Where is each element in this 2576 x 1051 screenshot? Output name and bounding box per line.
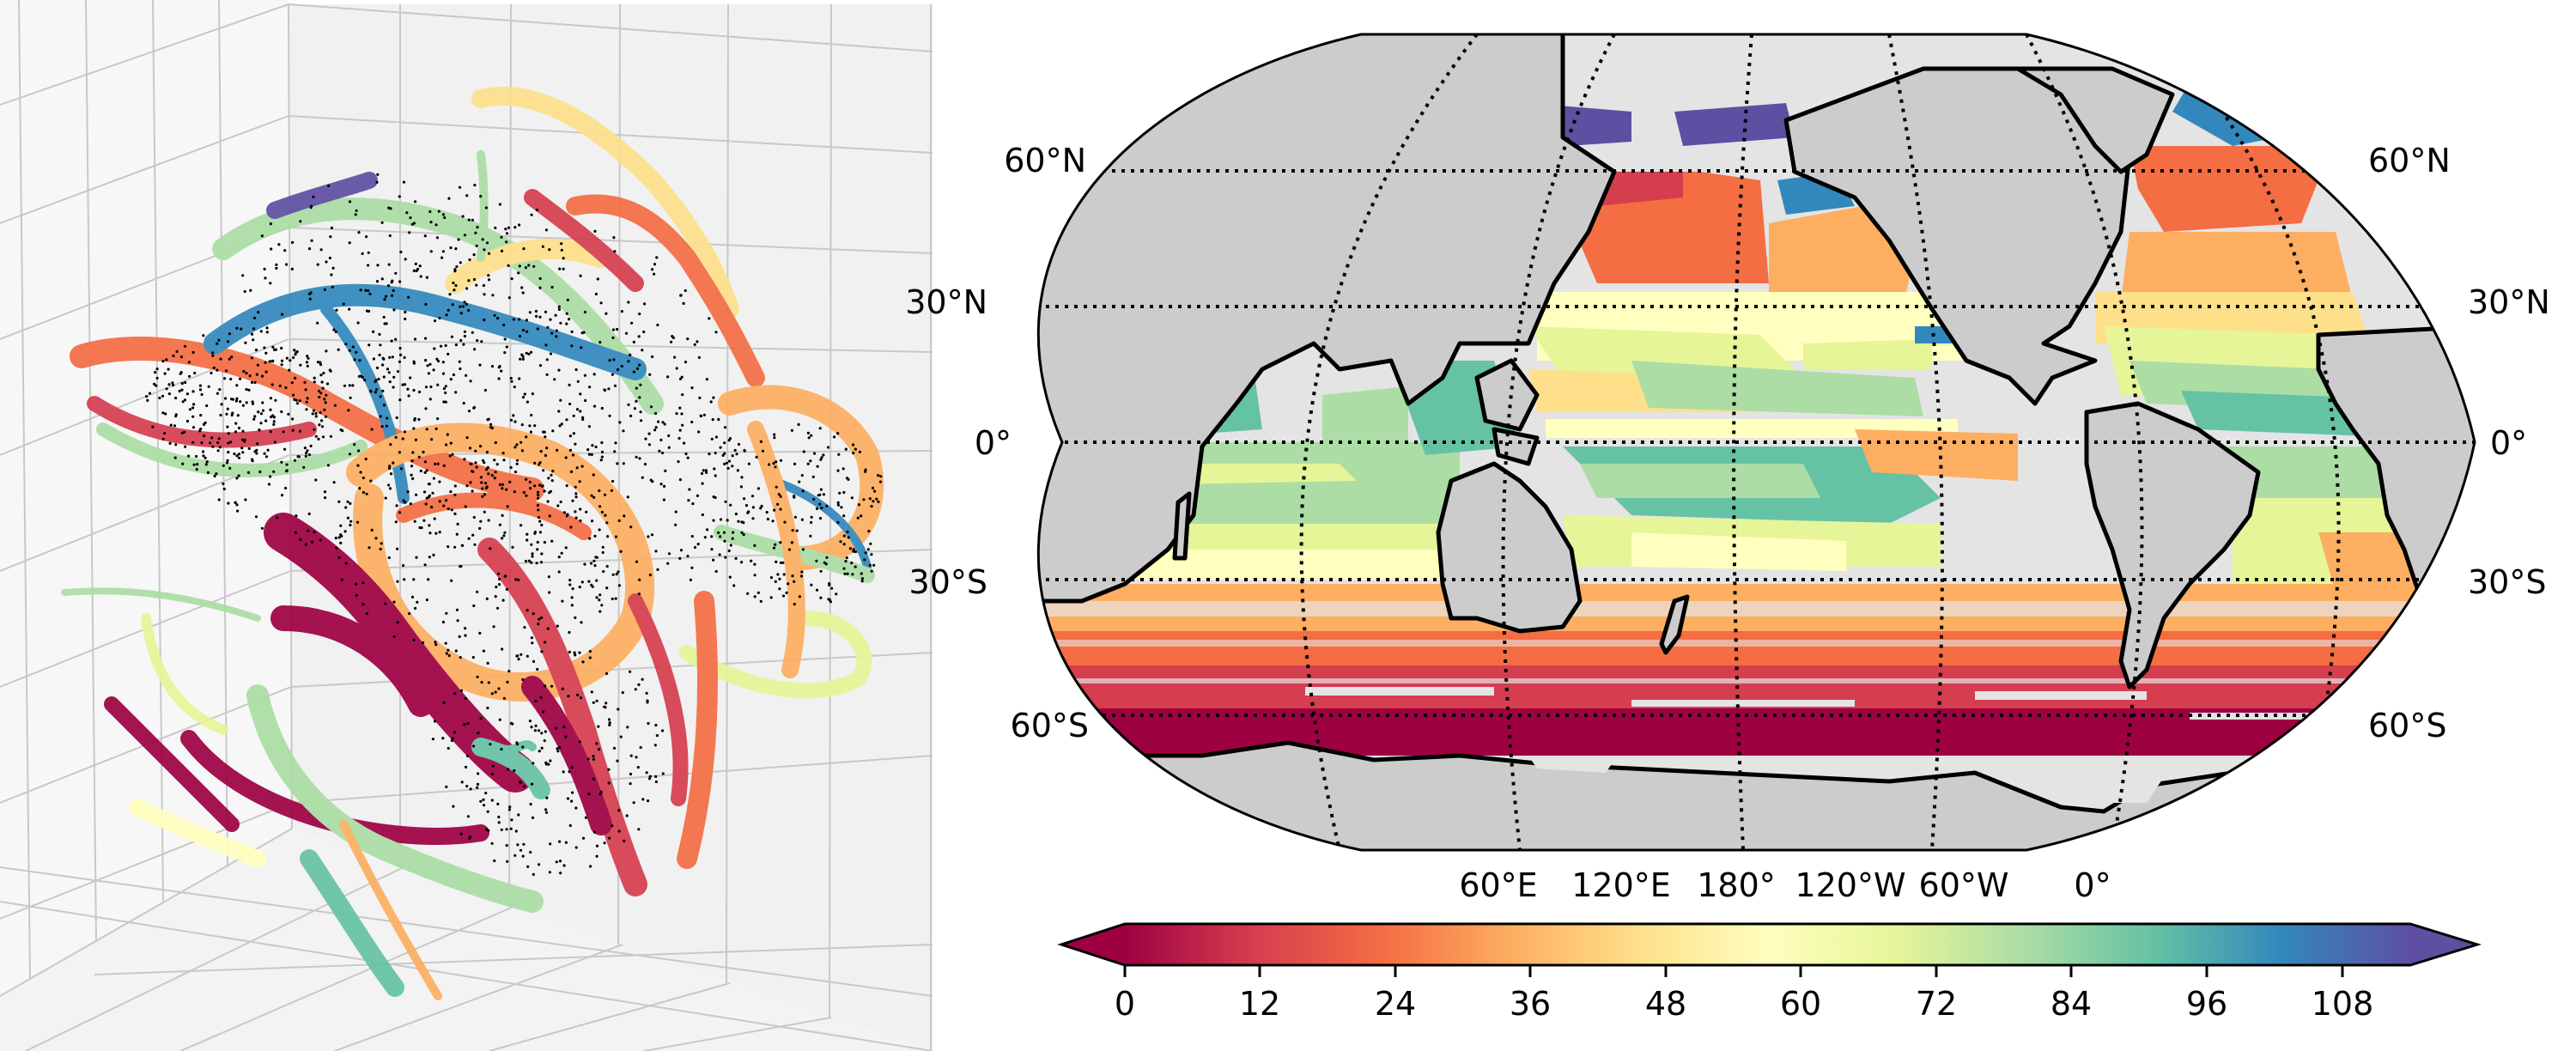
colorbar-extend-max [2410, 924, 2477, 965]
lat-label-left-1: 30°N [905, 283, 987, 321]
lat-label-right-0: 60°N [2368, 142, 2451, 179]
lat-label-left-3: 30°S [908, 563, 987, 601]
lon-label-0: 60°E [1459, 866, 1538, 904]
lon-label-4: 60°W [1918, 866, 2009, 904]
lat-label-right-3: 30°S [2468, 563, 2547, 601]
lat-label-right-2: 0° [2490, 424, 2528, 462]
map-body [1038, 34, 2475, 850]
colorbar-tick-label-9: 108 [2311, 985, 2374, 1023]
lat-label-right-1: 30°N [2468, 283, 2550, 321]
scatter-3d-canvas [0, 0, 933, 1051]
world-map-figure: 60°N 30°N 0° 30°S 60°S 60°N 30°N 0° 30°S 60°S 60… [905, 0, 2576, 1051]
map-boundary [1036, 33, 2476, 852]
colorbar-tick-label-4: 48 [1644, 985, 1687, 1023]
lon-label-1: 120°E [1571, 866, 1671, 904]
lon-label-2: 180° [1697, 866, 1776, 904]
colorbar-tick-label-5: 60 [1779, 985, 1822, 1023]
map-canvas [1036, 33, 2482, 977]
point-clouds [61, 86, 884, 1000]
lat-label-left-0: 60°N [1004, 142, 1086, 179]
scatter-3d-plot [0, 0, 933, 1051]
colorbar [1057, 922, 2482, 977]
colorbar-tick-label-0: 0 [1114, 985, 1136, 1023]
floor-pane [0, 829, 933, 1051]
lat-label-right-4: 60°S [2368, 707, 2447, 744]
colorbar-gradient [1125, 924, 2410, 965]
colorbar-tick-label-8: 96 [2185, 985, 2228, 1023]
colorbar-tick-label-6: 72 [1915, 985, 1958, 1023]
lon-label-3: 120°W [1795, 866, 1906, 904]
colorbar-tick-label-3: 36 [1509, 985, 1552, 1023]
colorbar-tick-label-1: 12 [1238, 985, 1281, 1023]
graticule [1038, 34, 2475, 850]
lat-label-left-2: 0° [974, 424, 1012, 462]
colorbar-tick-label-7: 84 [2050, 985, 2093, 1023]
colorbar-extend-min [1061, 924, 1125, 965]
colorbar-tick-label-2: 24 [1374, 985, 1417, 1023]
lat-label-left-4: 60°S [1010, 707, 1089, 744]
lon-label-5: 0° [2074, 866, 2111, 904]
colorbar-ticks [1123, 965, 2344, 977]
trajectory-points [145, 173, 883, 877]
